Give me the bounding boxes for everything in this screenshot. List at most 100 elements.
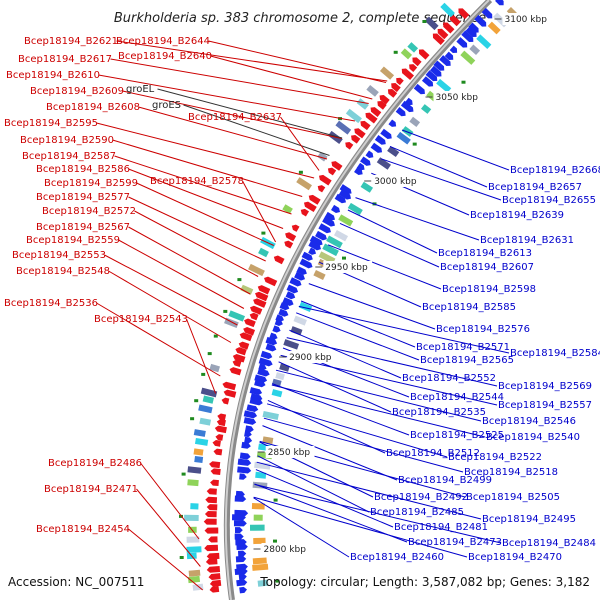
forward-gene-arrow (206, 565, 221, 573)
right-gene-label: Bcep18194_B2535 (392, 407, 486, 418)
inner-cog-block (376, 157, 392, 170)
left-label-connector (242, 180, 277, 243)
right-label-connector (300, 300, 416, 348)
rna-feature-mark (461, 80, 466, 84)
left-gene-label: Bcep18194_B2559 (26, 235, 120, 246)
left-label-connector (186, 318, 217, 394)
reverse-gene-arrow (234, 495, 247, 502)
left-label-connector (110, 58, 369, 104)
reverse-gene-arrow (444, 51, 454, 60)
left-gene-label: Bcep18194_B2572 (42, 206, 136, 217)
forward-gene-arrow (437, 28, 449, 40)
reverse-gene-arrow (322, 216, 335, 227)
reverse-gene-arrow (481, 7, 493, 19)
right-label-connector (253, 496, 468, 558)
reverse-gene-arrow (370, 142, 383, 153)
left-gene-label: Bcep18194_B2595 (4, 118, 98, 129)
forward-gene-arrow (208, 573, 221, 580)
inner-cog-block (487, 21, 501, 35)
right-label-connector (271, 384, 486, 438)
reverse-gene-arrow (237, 550, 247, 557)
right-gene-label: Bcep18194_B2639 (470, 210, 564, 221)
accession-label: Accession: NC_007511 (8, 575, 144, 589)
outer-cog-block (193, 429, 206, 437)
right-label-connector (254, 483, 408, 543)
forward-gene-arrow (210, 479, 219, 487)
forward-gene-arrow (243, 327, 256, 336)
position-tick-label: 2950 kbp (325, 263, 368, 273)
position-tick-label: 3100 kbp (505, 15, 548, 25)
outer-cog-block (190, 503, 199, 510)
forward-gene-arrow (255, 291, 269, 302)
right-gene-label: Bcep18194_B2585 (422, 302, 516, 313)
inner-cog-block (420, 104, 432, 114)
reverse-gene-arrow (299, 258, 313, 269)
outer-cog-block (187, 479, 199, 487)
right-gene-label: Bcep18194_B2584 (510, 348, 600, 359)
right-label-connector (280, 354, 498, 406)
forward-gene-arrow (216, 419, 226, 427)
forward-gene-arrow (291, 224, 300, 232)
inner-cog-block (271, 389, 283, 398)
left-label-connector (280, 116, 320, 171)
right-gene-label: Bcep18194_B2668 (510, 165, 600, 176)
reverse-gene-arrow (425, 70, 438, 82)
right-label-connector (255, 469, 394, 528)
reverse-gene-arrow (315, 230, 327, 241)
reverse-gene-arrow (232, 514, 246, 521)
forward-gene-arrow (391, 83, 401, 93)
inner-cog-block (318, 251, 336, 264)
right-label-connector (257, 455, 370, 513)
right-label-connector (355, 197, 480, 241)
reverse-gene-arrow (338, 189, 352, 200)
forward-gene-arrow (449, 15, 461, 27)
left-label-connector (116, 40, 388, 82)
right-gene-label: Bcep18194_B2546 (482, 416, 576, 427)
inner-cog-block (298, 301, 313, 312)
forward-gene-arrow (377, 100, 387, 110)
outer-cog-block (188, 569, 201, 577)
reverse-gene-arrow (301, 251, 313, 261)
reverse-gene-arrow (279, 302, 290, 311)
forward-gene-arrow (418, 49, 430, 60)
outer-cog-block (317, 151, 328, 162)
rna-feature-mark (275, 579, 280, 583)
right-gene-label: Bcep18194_B2557 (498, 400, 592, 411)
genome-summary-label: Topology: circular; Length: 3,587,082 bp… (259, 575, 590, 589)
left-label-connector (134, 210, 259, 277)
left-gene-label: Bcep18194_B2567 (36, 222, 130, 233)
reverse-gene-arrow (249, 387, 263, 396)
map-title: Burkholderia sp. 383 chromosome 2, compl… (114, 11, 486, 26)
outer-cog-block (424, 16, 439, 31)
right-label-connector (262, 425, 398, 481)
left-gene-label: Bcep18194_B2548 (16, 266, 110, 277)
forward-gene-arrow (217, 413, 227, 421)
right-gene-label: Bcep18194_B2552 (402, 373, 496, 384)
left-label-connector (112, 139, 303, 197)
right-gene-label: Bcep18194_B2470 (468, 552, 562, 563)
right-label-connector (256, 461, 482, 520)
forward-gene-arrow (214, 425, 227, 434)
forward-gene-arrow (284, 240, 294, 249)
forward-gene-arrow (203, 518, 217, 525)
left-gene-label: Bcep18194_B2590 (20, 135, 114, 146)
label-connector-lines (96, 40, 510, 591)
rna-feature-mark (179, 556, 184, 559)
forward-gene-arrow (206, 552, 220, 560)
right-label-connector (401, 129, 510, 171)
forward-gene-arrow (208, 536, 218, 543)
forward-gene-arrow (239, 332, 253, 342)
left-gene-label: Bcep18194_B2587 (22, 151, 116, 162)
forward-gene-arrow (308, 194, 321, 205)
right-gene-label: Bcep18194_B2512 (386, 448, 480, 459)
rna-feature-mark (207, 352, 212, 356)
reverse-gene-arrow (360, 156, 371, 166)
right-gene-label: Bcep18194_B2473 (408, 537, 502, 548)
forward-gene-arrow (212, 439, 221, 447)
right-label-connector (263, 417, 464, 473)
reverse-gene-arrow (294, 271, 305, 281)
reverse-gene-arrow (374, 135, 386, 145)
forward-gene-arrow (360, 120, 371, 131)
outer-cog-block (258, 247, 269, 258)
forward-gene-arrow (205, 558, 218, 565)
